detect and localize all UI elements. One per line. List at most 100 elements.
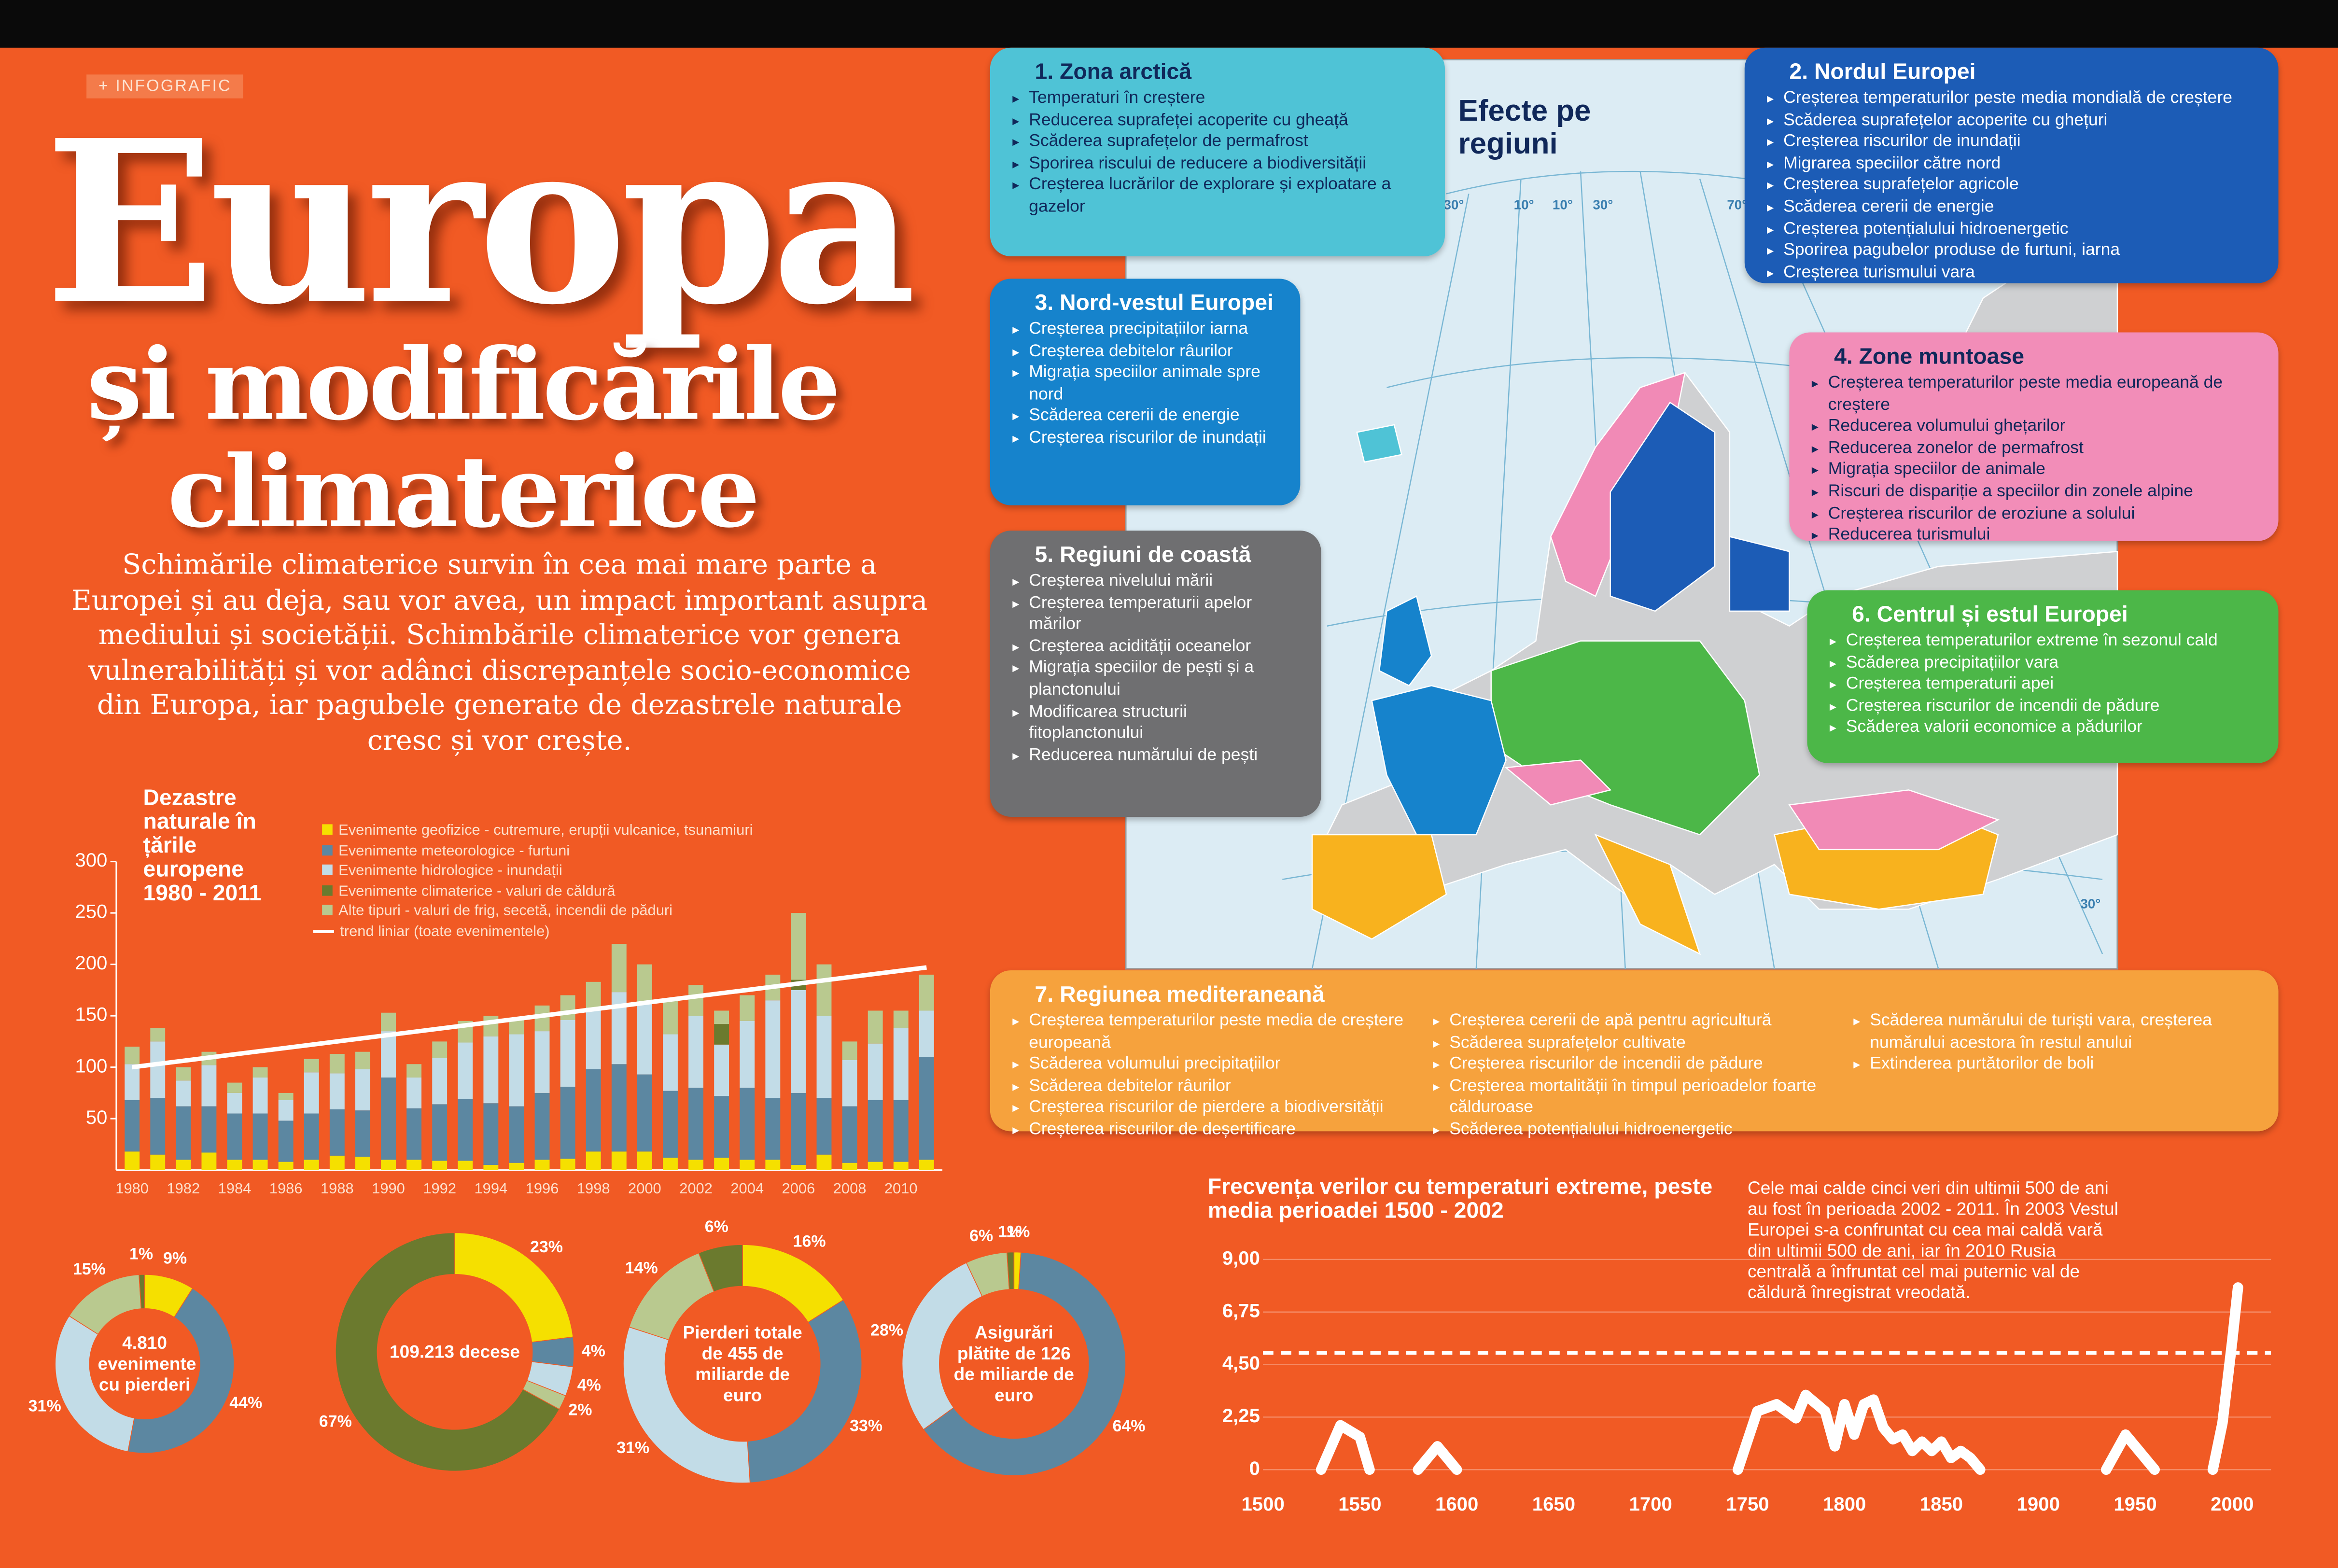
pie-value-label: 28% bbox=[870, 1321, 903, 1339]
region-item: Scăderea precipitațiilor vara bbox=[1830, 652, 2261, 674]
region-item: Sporirea pagubelor produse de furtuni, i… bbox=[1767, 240, 2260, 262]
bar-segment bbox=[688, 1088, 703, 1160]
bar-segment bbox=[740, 995, 755, 1021]
region-item: Creșterea lucrărilor de explorare și exp… bbox=[1012, 175, 1427, 218]
bar-segment bbox=[406, 1160, 422, 1170]
bar-segment bbox=[560, 1087, 575, 1159]
map-title: Efecte pe regiuni bbox=[1458, 95, 1591, 161]
bar-segment bbox=[304, 1160, 319, 1170]
bar-segment bbox=[381, 1160, 396, 1170]
pie-center-label: 109.213 decese bbox=[390, 1341, 520, 1362]
bar-segment bbox=[637, 1074, 652, 1152]
bar-segment bbox=[355, 1051, 370, 1069]
region-item: Scăderea volumului precipitațiilor bbox=[1012, 1054, 1419, 1076]
region-item: Modificarea structurii fitoplanctonului bbox=[1012, 701, 1303, 745]
bar-segment bbox=[381, 1031, 396, 1078]
x-tick-label: 1900 bbox=[2017, 1493, 2060, 1515]
map-degree-label: 70° bbox=[1727, 197, 1747, 212]
legend-item: trend liniar (toate evenimentele) bbox=[313, 922, 550, 942]
region-item: Creșterea riscurilor de inundații bbox=[1012, 428, 1282, 449]
bar-segment bbox=[816, 964, 832, 1016]
bar-segment bbox=[663, 1158, 678, 1170]
bar-segment bbox=[509, 1034, 524, 1106]
legend-item: Alte tipuri - valuri de frig, secetă, in… bbox=[322, 902, 672, 922]
legend-swatch bbox=[322, 864, 333, 875]
x-tick-label: 1990 bbox=[372, 1180, 405, 1197]
region-item: Creșterea temperaturii apelor mărilor bbox=[1012, 593, 1303, 636]
region-title: 3. Nord-vestul Europei bbox=[1035, 291, 1274, 316]
bar-segment bbox=[329, 1053, 345, 1074]
bar-segment bbox=[406, 1108, 422, 1160]
bar-segment bbox=[534, 1031, 550, 1093]
x-tick-label: 1984 bbox=[218, 1180, 252, 1197]
x-tick-label: 2000 bbox=[628, 1180, 661, 1197]
bar-segment bbox=[893, 1100, 909, 1162]
pie-value-label: 4% bbox=[582, 1342, 605, 1360]
x-tick-label: 1800 bbox=[1823, 1493, 1866, 1515]
bar-segment bbox=[406, 1077, 422, 1108]
chart-annotation: Cele mai calde cinci veri din ultimii 50… bbox=[1747, 1177, 2118, 1303]
pie-value-label: 9% bbox=[163, 1249, 187, 1268]
bar-segment bbox=[714, 1096, 729, 1158]
bar-segment bbox=[278, 1100, 294, 1121]
region-title: 6. Centrul și estul Europei bbox=[1852, 602, 2128, 628]
trend-line bbox=[132, 965, 927, 1070]
bar-segment bbox=[714, 1024, 729, 1045]
legend-label: Evenimente geofizice - cutremure, erupți… bbox=[338, 823, 753, 840]
pie-value-label: 15% bbox=[73, 1260, 106, 1278]
bar-segment bbox=[611, 1064, 627, 1152]
bar-segment bbox=[406, 1064, 422, 1078]
pie-value-label: 33% bbox=[850, 1416, 882, 1435]
bar-segment bbox=[919, 1010, 934, 1057]
y-tick-label: 150 bbox=[75, 1004, 107, 1025]
pie-hole bbox=[939, 1289, 1089, 1439]
region-item: Creșterea temperaturilor extreme în sezo… bbox=[1830, 630, 2261, 652]
bar-segment bbox=[534, 1160, 550, 1170]
bar-segment bbox=[201, 1065, 217, 1106]
bar-segment bbox=[509, 1106, 524, 1163]
region-item: Scăderea cererii de energie bbox=[1012, 406, 1282, 428]
region-title: 5. Regiuni de coastă bbox=[1035, 542, 1251, 568]
bar-segment bbox=[714, 1010, 729, 1024]
bar-segment bbox=[227, 1082, 242, 1093]
region-list: Creșterea temperaturilor peste media de … bbox=[1008, 1010, 2261, 1141]
x-tick-label: 1850 bbox=[1920, 1493, 1963, 1515]
region-item: Riscuri de dispariție a speciilor din zo… bbox=[1812, 481, 2261, 503]
bar-segment bbox=[176, 1067, 191, 1081]
bar-segment bbox=[816, 1016, 832, 1098]
bar-segment bbox=[560, 1159, 575, 1170]
bar-segment bbox=[125, 1100, 140, 1152]
legend-item: Evenimente climaterice - valuri de căldu… bbox=[322, 882, 616, 902]
bar-segment bbox=[304, 1072, 319, 1114]
x-tick-label: 1998 bbox=[577, 1180, 610, 1197]
bar-segment bbox=[483, 1016, 499, 1036]
bar-segment bbox=[560, 995, 575, 1020]
bar-segment bbox=[329, 1109, 345, 1156]
bar-segment bbox=[329, 1073, 345, 1109]
y-tick-label: 250 bbox=[75, 901, 107, 923]
bar-segment bbox=[278, 1162, 294, 1170]
legend-label: Evenimente climaterice - valuri de căldu… bbox=[338, 883, 616, 900]
region-item: Creșterea temperaturilor peste media mon… bbox=[1767, 88, 2260, 110]
y-tick-label: 50 bbox=[86, 1106, 108, 1128]
bar-segment bbox=[150, 1041, 166, 1098]
bar-segment bbox=[791, 913, 806, 980]
pie-value-label: 1% bbox=[1006, 1222, 1030, 1241]
bar-segment bbox=[252, 1160, 268, 1170]
bar-segment bbox=[201, 1152, 217, 1170]
y-tick-label: 100 bbox=[75, 1055, 107, 1077]
bar-segment bbox=[842, 1060, 857, 1106]
pie-value-label: 2% bbox=[568, 1401, 592, 1419]
bar-segment bbox=[586, 1008, 601, 1069]
pie-center-label: Pierderi totale de 455 de miliarde de eu… bbox=[683, 1322, 802, 1406]
region-item: Creșterea debitelor râurilor bbox=[1012, 341, 1282, 363]
intro-text: Schimările climaterice survin în cea mai… bbox=[71, 550, 928, 756]
bar-segment bbox=[637, 964, 652, 1003]
bar-segment bbox=[919, 974, 934, 1011]
bar-segment bbox=[868, 1010, 883, 1044]
pie-value-label: 4% bbox=[577, 1376, 601, 1395]
bar-segment bbox=[714, 1044, 729, 1096]
bar-segment bbox=[278, 1120, 294, 1162]
bar-segment bbox=[637, 1151, 652, 1170]
